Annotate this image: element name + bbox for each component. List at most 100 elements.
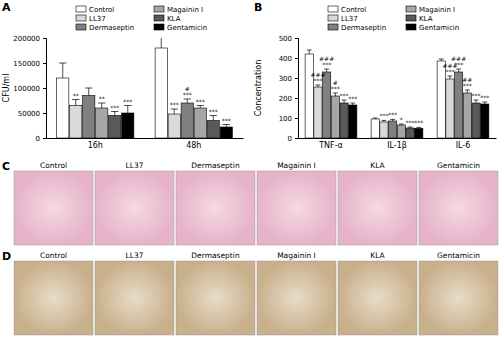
bar	[340, 103, 348, 138]
y-tick-mark	[295, 78, 298, 79]
error-bar-stem	[467, 90, 468, 93]
y-tick-label: 0	[36, 135, 40, 143]
legend-swatch	[406, 15, 416, 21]
error-bar	[381, 120, 386, 122]
image-caption: LL37	[126, 161, 144, 170]
y-tick: 200	[279, 95, 298, 103]
error-bar-cap	[59, 63, 66, 64]
legend-item: Control	[328, 6, 366, 14]
x-tick-label: 16h	[88, 141, 103, 150]
legend-item: Magainin I	[154, 6, 203, 14]
image-caption: Magainin I	[277, 161, 316, 170]
legend-item: Gentamicin	[406, 24, 459, 32]
bar	[155, 48, 167, 138]
error-bar	[111, 112, 118, 116]
bar	[472, 103, 480, 138]
error-bar-cap	[381, 120, 386, 121]
image-caption: KLA	[370, 251, 385, 260]
bar	[389, 121, 397, 138]
error-bar-stem	[213, 116, 214, 121]
error-bar-stem	[326, 69, 327, 72]
image-panel: CControlLL37DermaseptinMagainin IKLAGent…	[2, 160, 498, 245]
significance-mark: ***	[209, 108, 218, 115]
error-bar-cap	[223, 124, 230, 125]
error-bar-stem	[75, 100, 76, 106]
micrograph	[95, 261, 174, 335]
legend-item: Gentamicin	[154, 24, 207, 32]
error-bar	[197, 106, 204, 109]
error-bar	[408, 127, 413, 128]
error-bar-cap	[197, 105, 204, 106]
significance-mark: ***	[313, 77, 322, 84]
micrograph	[338, 171, 417, 245]
error-bar	[447, 76, 452, 79]
error-bar-cap	[447, 76, 452, 77]
legend-swatch	[328, 15, 338, 21]
image-caption: Gentamicin	[437, 251, 480, 260]
error-bar-stem	[226, 125, 227, 128]
legend-item: Magainin I	[406, 6, 455, 14]
micrograph	[419, 261, 498, 335]
error-bar	[416, 127, 421, 129]
legend-swatch	[154, 15, 164, 21]
significance-mark: ***	[414, 119, 423, 126]
error-bar-cap	[324, 69, 329, 70]
micrograph	[95, 171, 174, 245]
error-bar	[474, 100, 479, 103]
y-tick-mark	[43, 63, 46, 64]
x-tick: 48h	[186, 138, 201, 150]
y-tick: 100	[279, 115, 298, 123]
y-axis: 050000100000150000200000	[13, 35, 46, 143]
micrograph	[338, 261, 417, 335]
error-bar-stem	[476, 100, 477, 103]
error-bar-stem	[161, 38, 162, 48]
error-bar-cap	[111, 111, 118, 112]
y-tick: 400	[279, 55, 298, 63]
error-bar	[350, 103, 355, 105]
error-bar-stem	[335, 93, 336, 96]
figure: A*****#********************0500001000001…	[0, 0, 500, 339]
x-axis-line	[47, 138, 244, 139]
legend-swatch	[328, 24, 338, 30]
significance-mark: ***	[480, 94, 489, 101]
micrograph	[14, 261, 93, 335]
micrograph	[14, 171, 93, 245]
bar	[437, 61, 445, 138]
error-bar-stem	[114, 112, 115, 116]
error-bar-cap	[416, 127, 421, 128]
legend-swatch	[154, 24, 164, 30]
y-axis-line	[43, 39, 47, 139]
significance-mark: ***	[222, 117, 231, 124]
error-bar-cap	[373, 118, 378, 119]
error-bar-cap	[439, 59, 444, 60]
significance-mark: ***	[123, 98, 132, 105]
image-caption: Dermaseptin	[191, 251, 240, 260]
y-tick: 300	[279, 75, 298, 83]
error-bar-stem	[309, 50, 310, 54]
error-bar	[333, 93, 338, 96]
y-tick-label: 0	[288, 135, 292, 143]
y-tick: 0	[36, 135, 46, 143]
error-bar	[315, 85, 320, 87]
legend-item: Dermaseptin	[328, 24, 386, 32]
image-caption: Dermaseptin	[191, 161, 240, 170]
legend-item: KLA	[406, 15, 433, 23]
image-caption: LL37	[126, 251, 144, 260]
bar	[380, 122, 388, 138]
legend-label: Control	[341, 6, 366, 14]
error-bar	[456, 69, 461, 72]
error-bar-cap	[315, 85, 320, 86]
image-caption: Gentamicin	[437, 161, 480, 170]
significance-mark: ***	[406, 119, 415, 126]
error-bar-stem	[187, 99, 188, 103]
y-tick-label: 300	[279, 75, 292, 83]
y-tick-label: 400	[279, 55, 292, 63]
y-tick: 500	[279, 35, 298, 43]
y-axis: 0 100 200 300 400 500	[279, 35, 299, 143]
error-bar-stem	[62, 63, 63, 78]
error-bar-stem	[174, 109, 175, 114]
legend-swatch	[76, 15, 86, 21]
x-tick-label: IL-1β	[387, 141, 407, 150]
image-caption: Control	[40, 161, 67, 170]
y-tick: 200000	[13, 35, 46, 43]
